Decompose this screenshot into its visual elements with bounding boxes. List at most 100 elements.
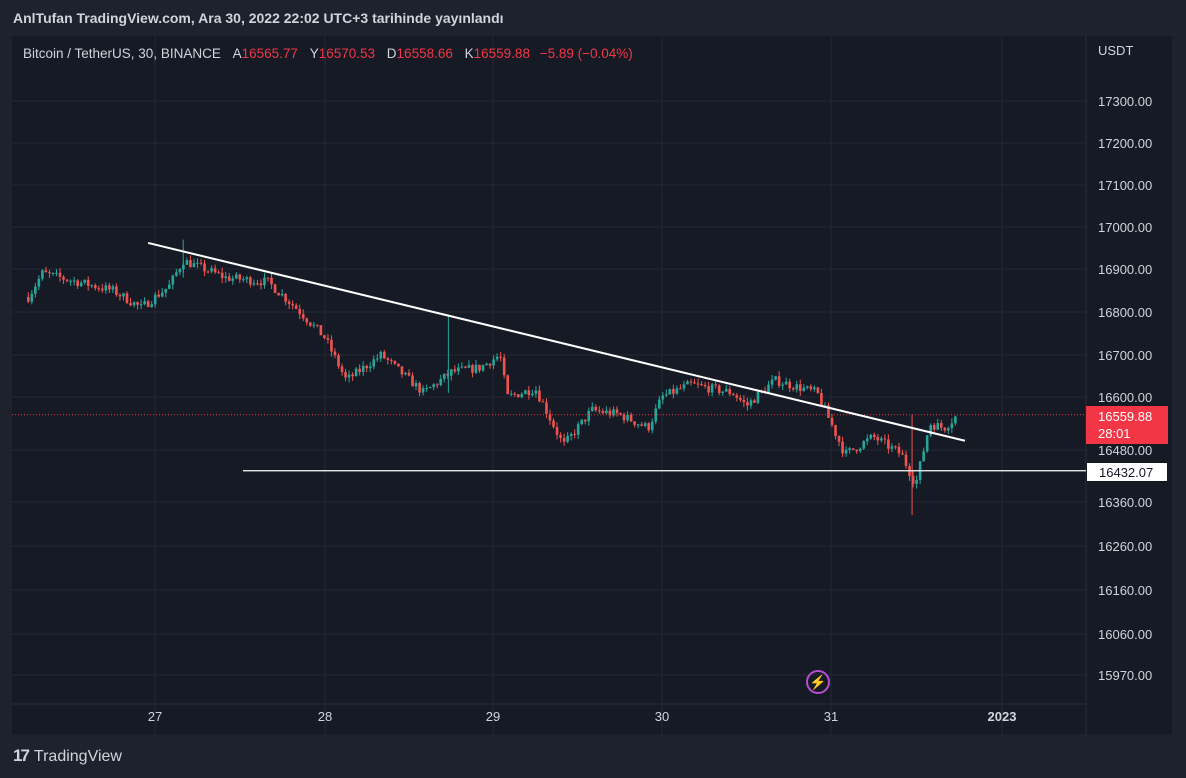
candle-body [770,379,774,385]
candle-body [781,384,784,386]
candle-body [76,280,79,287]
candle-body [672,388,675,394]
candle-body [513,393,517,395]
candle-body [615,409,619,414]
y-tick-label: 16900.00 [1098,262,1152,277]
candle-body [227,276,231,281]
candle-body [922,451,925,462]
chart-panel[interactable] [12,36,1172,734]
candle-body [668,388,672,395]
candle-body [795,384,799,390]
candle-body [739,397,742,400]
candle-body [210,268,213,272]
candle-body [516,394,520,398]
candle-body [929,425,932,436]
candle-body [383,351,386,359]
candle-body [284,293,287,302]
candle-body [823,405,827,407]
candle-body [164,288,168,293]
y-tick-label: 16700.00 [1098,348,1152,363]
candle-body [858,448,862,452]
candle-body [622,414,626,421]
candle-body [425,388,428,390]
candle-body [319,325,323,336]
candle-body [619,413,622,415]
candle-body [90,285,94,287]
candle-body [950,423,954,429]
candle-body [883,438,887,440]
x-tick-label: 31 [824,709,838,724]
candle-body [326,337,330,340]
candle-body [393,360,397,364]
candle-body [386,358,390,360]
candle-body [855,449,858,452]
candle-body [206,271,210,273]
candle-body [777,376,781,386]
candle-body [538,390,541,402]
candle-body [509,393,513,395]
candle-body [573,433,576,435]
candle-body [129,303,132,306]
candle-body [37,278,41,287]
candle-body [266,277,270,279]
candle-body [936,423,940,430]
last-price-tag: 16559.88 28:01 [1086,406,1168,444]
candle-body [947,428,950,431]
candle-body [647,423,650,431]
candle-body [598,410,601,412]
x-tick-label: 2023 [988,709,1017,724]
candle-body [263,277,266,286]
candle-body [467,365,471,368]
open-label: A [232,46,242,61]
candle-body [390,359,393,361]
y-tick-label: 17300.00 [1098,94,1152,109]
candle-body [679,388,682,390]
candle-body [735,395,739,398]
candle-body [287,301,291,304]
candle-body [689,381,693,383]
candle-body [806,386,809,388]
candle-body [714,384,717,386]
candle-body [351,374,354,377]
candle-body [234,274,238,279]
candle-body [435,384,439,386]
candle-body [333,351,337,356]
lightning-bolt-icon[interactable]: ⚡ [806,670,830,694]
candle-body [280,293,284,296]
candle-body [379,351,383,359]
candle-body [876,436,880,441]
candle-body [453,369,457,372]
y-tick-label: 16480.00 [1098,443,1152,458]
y-tick-label: 17100.00 [1098,178,1152,193]
candle-body [499,356,502,358]
candle-body [703,384,707,387]
candle-body [657,399,661,409]
candle-body [911,476,915,484]
candle-body [721,391,725,393]
candle-body [562,437,566,442]
candle-body [591,406,594,411]
candle-body [305,318,309,323]
candle-body [707,386,710,393]
candle-body [527,390,531,396]
candle-body [55,272,58,274]
candle-body [460,366,464,368]
candle-body [125,293,129,304]
candle-body [820,392,823,406]
candle-body [802,387,806,391]
candle-body [122,293,125,297]
candle-body [841,441,844,454]
candle-body [464,366,467,368]
open-value: 16565.77 [241,46,298,61]
candle-body [816,387,820,393]
high-label: Y [309,46,319,61]
candle-body [636,424,640,426]
candle-body [608,410,612,416]
candle-body [118,295,122,297]
candle-body [742,399,746,403]
y-tick-label: 15970.00 [1098,668,1152,683]
candle-body [347,374,351,378]
tradingview-logo[interactable]: 17 TradingView [13,746,122,766]
candle-body [175,272,178,276]
